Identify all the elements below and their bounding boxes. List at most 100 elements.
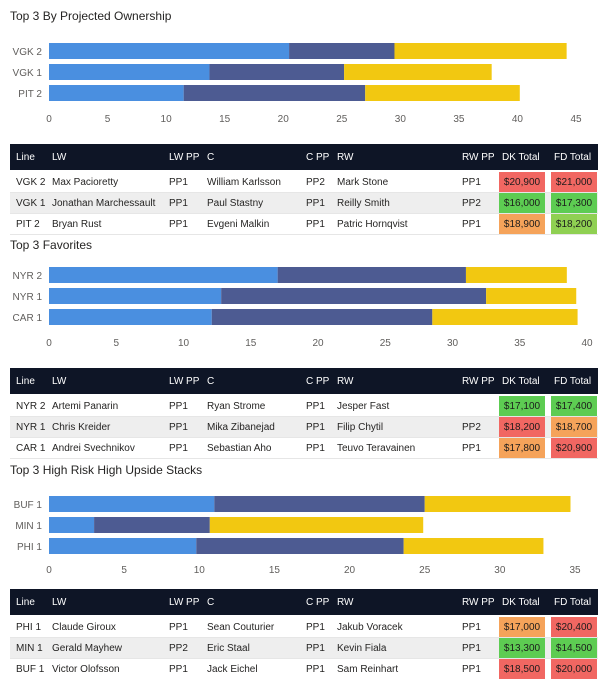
header-lw-pp[interactable]: LW PP <box>169 597 200 608</box>
bar-c-min-1[interactable] <box>94 517 210 533</box>
x-tick-label: 20 <box>278 114 290 125</box>
category-label: PIT 2 <box>18 89 42 100</box>
bar-rw-phi-1[interactable] <box>403 538 544 554</box>
bar-rw-vgk-1[interactable] <box>344 64 492 80</box>
table-row[interactable]: MIN 1 Gerald Mayhew PP2 Eric Staal PP1 Kevin … <box>10 638 598 659</box>
header-c-pp[interactable]: C PP <box>306 597 330 608</box>
bar-lw-phi-1[interactable] <box>49 538 197 554</box>
header-c-pp[interactable]: C PP <box>306 376 330 387</box>
bar-rw-car-1[interactable] <box>432 309 578 325</box>
cell-rw: Patric Hornqvist <box>337 219 408 230</box>
header-dk[interactable]: DK Total <box>502 152 540 163</box>
category-label: MIN 1 <box>15 521 42 532</box>
cell-c-pp: PP1 <box>306 643 325 654</box>
table-row[interactable]: BUF 1 Victor Olofsson PP1 Jack Eichel PP1 Sam… <box>10 659 598 679</box>
bar-rw-min-1[interactable] <box>209 517 424 533</box>
header-dk[interactable]: DK Total <box>502 376 540 387</box>
cell-dk-total: $13,300 <box>499 638 545 658</box>
header-fd[interactable]: FD Total <box>554 376 592 387</box>
cell-c: Evgeni Malkin <box>207 219 270 230</box>
header-lw[interactable]: LW <box>52 376 67 387</box>
bar-lw-nyr-2[interactable] <box>49 267 278 283</box>
cell-c-pp: PP1 <box>306 622 325 633</box>
section-favorites: Top 3 Favorites NYR 2 NYR 1 CAR 1 0 5 10 15 20 2… <box>0 236 600 462</box>
cell-lw: Gerald Mayhew <box>52 643 123 654</box>
header-lw-pp[interactable]: LW PP <box>169 376 200 387</box>
table-row[interactable]: NYR 1 Chris Kreider PP1 Mika Zibanejad PP1 Fi… <box>10 417 598 438</box>
cell-line: VGK 1 <box>16 198 46 209</box>
header-fd[interactable]: FD Total <box>554 597 592 608</box>
x-tick-label: 5 <box>105 114 111 125</box>
header-lw[interactable]: LW <box>52 152 67 163</box>
bar-rw-vgk-2[interactable] <box>394 43 567 59</box>
bar-lw-buf-1[interactable] <box>49 496 215 512</box>
table-row[interactable]: VGK 2 Max Pacioretty PP1 William Karlsson PP… <box>10 172 598 193</box>
header-c-pp[interactable]: C PP <box>306 152 330 163</box>
cell-c: Sean Couturier <box>207 622 275 633</box>
table-row[interactable]: VGK 1 Jonathan Marchessault PP1 Paul Stastn… <box>10 193 598 214</box>
header-rw[interactable]: RW <box>337 376 354 387</box>
bar-lw-nyr-1[interactable] <box>49 288 222 304</box>
cell-lw-pp: PP2 <box>169 643 188 654</box>
table-row[interactable]: NYR 2 Artemi Panarin PP1 Ryan Strome PP1 Jesp… <box>10 396 598 417</box>
bar-c-buf-1[interactable] <box>214 496 425 512</box>
cell-fd-total: $18,700 <box>551 417 597 437</box>
x-tick-label: 0 <box>46 114 52 125</box>
header-line[interactable]: Line <box>16 152 35 163</box>
header-dk[interactable]: DK Total <box>502 597 540 608</box>
header-c[interactable]: C <box>207 152 215 163</box>
bar-rw-nyr-2[interactable] <box>465 267 567 283</box>
section-title: Top 3 High Risk High Upside Stacks <box>10 463 203 477</box>
cell-dk-total: $18,200 <box>499 417 545 437</box>
bar-rw-buf-1[interactable] <box>424 496 571 512</box>
bar-c-vgk-2[interactable] <box>289 43 395 59</box>
bar-rw-nyr-1[interactable] <box>486 288 577 304</box>
header-lw[interactable]: LW <box>52 597 67 608</box>
cell-fd-total: $14,500 <box>551 638 597 658</box>
high-risk-chart: BUF 1 MIN 1 PHI 1 0 5 10 15 20 25 30 35 <box>14 496 581 576</box>
bar-lw-pit-2[interactable] <box>49 85 184 101</box>
header-rw[interactable]: RW <box>337 152 354 163</box>
cell-dk-total: $18,900 <box>499 214 545 234</box>
header-c[interactable]: C <box>207 376 215 387</box>
section-high-risk: Top 3 High Risk High Upside Stacks BUF 1… <box>0 461 600 679</box>
table-row[interactable]: CAR 1 Andrei Svechnikov PP1 Sebastian Aho PP… <box>10 438 598 459</box>
bar-c-vgk-1[interactable] <box>209 64 345 80</box>
bar-lw-vgk-1[interactable] <box>49 64 210 80</box>
cell-rw: Mark Stone <box>337 177 389 188</box>
cell-lw: Max Pacioretty <box>52 177 119 188</box>
header-rw-pp[interactable]: RW PP <box>462 152 495 163</box>
header-c[interactable]: C <box>207 597 215 608</box>
header-rw-pp[interactable]: RW PP <box>462 376 495 387</box>
header-line[interactable]: Line <box>16 376 35 387</box>
bar-c-car-1[interactable] <box>211 309 433 325</box>
bar-c-pit-2[interactable] <box>183 85 366 101</box>
bar-c-nyr-1[interactable] <box>221 288 487 304</box>
header-rw-pp[interactable]: RW PP <box>462 597 495 608</box>
bar-lw-vgk-2[interactable] <box>49 43 290 59</box>
table-header: Line LW LW PP C C PP RW RW PP DK Total FD Total <box>10 144 598 170</box>
table-row[interactable]: PHI 1 Claude Giroux PP1 Sean Couturier PP1 Ja… <box>10 617 598 638</box>
cell-lw-pp: PP1 <box>169 401 188 412</box>
cell-c-pp: PP1 <box>306 401 325 412</box>
x-tick-label: 20 <box>312 338 324 349</box>
header-rw[interactable]: RW <box>337 597 354 608</box>
bar-lw-car-1[interactable] <box>49 309 212 325</box>
category-label: CAR 1 <box>13 313 43 324</box>
bar-rw-pit-2[interactable] <box>365 85 520 101</box>
bar-c-nyr-2[interactable] <box>277 267 466 283</box>
category-label: PHI 1 <box>17 542 42 553</box>
category-label: NYR 2 <box>13 271 43 282</box>
bar-lw-min-1[interactable] <box>49 517 95 533</box>
table-row[interactable]: PIT 2 Bryan Rust PP1 Evgeni Malkin PP1 Patric… <box>10 214 598 235</box>
header-fd[interactable]: FD Total <box>554 152 592 163</box>
bar-c-phi-1[interactable] <box>196 538 404 554</box>
x-tick-label: 25 <box>419 565 431 576</box>
header-line[interactable]: Line <box>16 597 35 608</box>
table-header: Line LW LW PP C C PP RW RW PP DK Total FD Total <box>10 368 598 394</box>
header-lw-pp[interactable]: LW PP <box>169 152 200 163</box>
cell-c-pp: PP1 <box>306 422 325 433</box>
cell-rw: Teuvo Teravainen <box>337 443 416 454</box>
cell-fd-total: $17,300 <box>551 193 597 213</box>
cell-lw: Chris Kreider <box>52 422 111 433</box>
